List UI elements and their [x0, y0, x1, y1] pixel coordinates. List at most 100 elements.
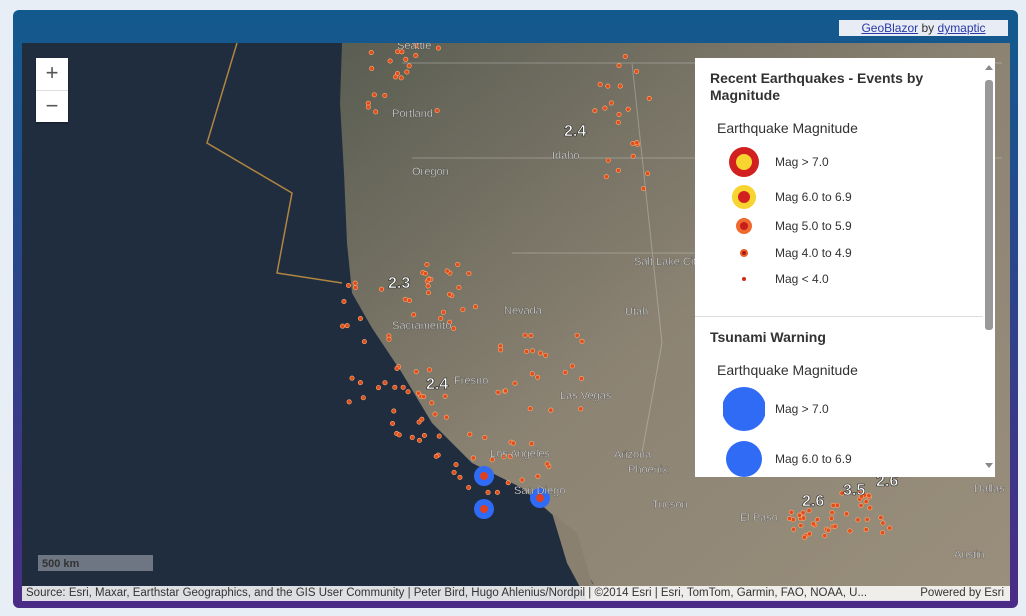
place-label: San Diego: [514, 485, 565, 497]
quake: [415, 390, 421, 396]
quake: [421, 432, 427, 438]
quake: [866, 493, 872, 499]
quake: [341, 299, 347, 305]
quake: [810, 521, 816, 527]
quake: [543, 352, 549, 358]
quake: [443, 414, 449, 420]
scale-label: 500 km: [42, 558, 80, 570]
quake: [425, 283, 431, 289]
brand-link[interactable]: GeoBlazor: [861, 21, 919, 35]
quake: [502, 388, 508, 394]
scale-bar: [38, 555, 153, 571]
quake: [451, 325, 457, 331]
quake: [830, 502, 836, 508]
legend-label: Mag 6.0 to 6.9: [775, 190, 852, 204]
quake: [460, 307, 466, 313]
place-label: Idaho: [552, 150, 580, 162]
quake: [346, 283, 352, 289]
quake: [529, 371, 535, 377]
quake: [426, 367, 432, 373]
quake: [365, 104, 371, 110]
quake: [622, 53, 628, 59]
cluster-label: 2.6: [876, 473, 898, 490]
quake: [438, 315, 444, 321]
quake: [457, 474, 463, 480]
legend-label: Mag 6.0 to 6.9: [775, 452, 852, 466]
quake: [617, 83, 623, 89]
quake: [444, 268, 450, 274]
place-label: El Paso: [740, 512, 778, 524]
scrollbar[interactable]: [983, 58, 995, 477]
legend-symbol: [742, 277, 746, 281]
quake: [522, 332, 528, 338]
place-label: Austin: [954, 549, 985, 561]
legend-symbol: [740, 249, 748, 257]
quake: [798, 523, 804, 529]
quake: [791, 526, 797, 532]
quake: [424, 262, 430, 268]
symbol-part: [736, 154, 752, 170]
quake: [352, 280, 358, 286]
baja: [552, 513, 612, 600]
quake: [616, 112, 622, 118]
legend-label: Mag < 4.0: [775, 272, 829, 286]
place-label: Seattle: [397, 43, 431, 52]
legend-subtitle: Earthquake Magnitude: [717, 120, 858, 136]
quake: [489, 457, 495, 463]
quake: [396, 432, 402, 438]
badge: GeoBlazor by dymaptic: [839, 20, 1008, 36]
quake: [360, 395, 366, 401]
cluster-label: 2.4: [426, 376, 448, 393]
quake: [344, 323, 350, 329]
quake: [421, 394, 427, 400]
quake: [605, 83, 611, 89]
legend-item: Mag 6.0 to 6.9: [723, 182, 980, 212]
legend-title: Tsunami Warning: [710, 329, 826, 345]
quake: [472, 304, 478, 310]
quake: [630, 141, 636, 147]
quake: [440, 309, 446, 315]
quake: [535, 473, 541, 479]
zoom-in[interactable]: +: [36, 58, 68, 91]
quake: [434, 108, 440, 114]
quake: [417, 437, 423, 443]
quake: [482, 435, 488, 441]
legend-section: Recent Earthquakes - Events by Magnitude…: [695, 58, 995, 317]
quake: [340, 323, 346, 329]
place-label: Los Angeles: [490, 448, 550, 460]
quake: [429, 400, 435, 406]
quake: [605, 157, 611, 163]
quake: [382, 93, 388, 99]
author-link[interactable]: dymaptic: [937, 21, 986, 35]
quake: [507, 453, 513, 459]
quake: [863, 527, 869, 533]
quake: [361, 339, 367, 345]
quake: [634, 140, 640, 146]
quake: [402, 296, 408, 302]
cluster-label: 3.5: [843, 482, 865, 499]
place-label: Dallas: [974, 483, 1005, 495]
quake: [404, 69, 410, 75]
place-label: Portland: [392, 108, 433, 120]
quake: [615, 119, 621, 125]
quake: [806, 508, 812, 514]
legend-symbol: [723, 387, 765, 431]
tsunami-core: [480, 472, 488, 480]
place-label: Oregon: [412, 166, 449, 178]
quake: [815, 517, 821, 523]
quake: [413, 369, 419, 375]
legend-symbol: [732, 185, 756, 209]
quake: [858, 502, 864, 508]
quake: [453, 462, 459, 468]
quake: [603, 174, 609, 180]
quake: [395, 49, 401, 55]
quake: [413, 43, 419, 49]
quake: [447, 319, 453, 325]
zoom-out[interactable]: −: [45, 93, 59, 118]
quake: [422, 271, 428, 277]
quake: [787, 516, 793, 522]
quake: [406, 297, 412, 303]
quake: [634, 68, 640, 74]
labels: Seattle Portland Oregon Idaho Salt Lake City…: [388, 43, 1006, 561]
quake: [406, 63, 412, 69]
